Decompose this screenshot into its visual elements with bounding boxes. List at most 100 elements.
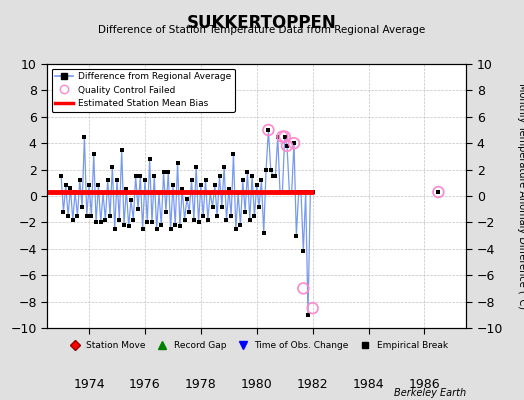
Point (178, 186, 187, 192)
Point (259, 230, 268, 236)
Point (199, 212, 208, 219)
Point (169, 182, 177, 189)
Point (278, 189, 287, 195)
Point (306, 189, 314, 195)
Point (434, 189, 443, 195)
Point (299, 248, 308, 255)
Point (283, 143, 291, 149)
Point (309, 189, 317, 195)
Point (225, 186, 233, 192)
Point (80, 133, 89, 140)
Point (64, 212, 72, 219)
Text: SUKKERTOPPEN: SUKKERTOPPEN (187, 14, 337, 32)
Point (134, 206, 142, 212)
Point (83, 212, 91, 219)
Point (75, 177, 84, 183)
Text: 1976: 1976 (129, 378, 161, 391)
Point (283, 143, 291, 149)
Point (248, 173, 256, 179)
Point (290, 140, 298, 146)
Point (304, 312, 312, 318)
Point (227, 212, 235, 219)
Point (132, 173, 140, 179)
Point (117, 146, 126, 153)
Point (92, 219, 100, 226)
Point (285, 189, 293, 195)
Point (196, 182, 205, 189)
Point (62, 182, 70, 189)
Text: Difference of Station Temperature Data from Regional Average: Difference of Station Temperature Data f… (99, 25, 425, 35)
Point (85, 182, 93, 189)
Point (101, 216, 110, 223)
Point (434, 189, 443, 195)
Point (269, 173, 277, 179)
Point (136, 173, 145, 179)
Point (188, 177, 196, 183)
Point (96, 219, 105, 226)
Point (152, 226, 161, 232)
Point (215, 173, 224, 179)
Point (108, 164, 116, 170)
Point (276, 189, 284, 195)
Point (69, 216, 77, 223)
Point (104, 177, 112, 183)
Text: 1980: 1980 (241, 378, 272, 391)
Point (253, 182, 261, 189)
Point (280, 133, 289, 140)
Point (113, 177, 121, 183)
Text: 1978: 1978 (185, 378, 217, 391)
Point (185, 209, 193, 215)
Point (230, 150, 238, 157)
Point (138, 226, 147, 232)
Point (201, 177, 210, 183)
Point (157, 222, 166, 228)
Point (99, 190, 107, 196)
Point (194, 219, 203, 226)
Point (274, 133, 282, 140)
Point (243, 169, 252, 176)
Point (173, 160, 182, 166)
Point (192, 164, 200, 170)
Point (190, 216, 198, 223)
Point (234, 190, 242, 196)
Point (264, 127, 272, 133)
Point (288, 189, 296, 195)
Text: 1986: 1986 (409, 378, 440, 391)
Point (299, 285, 308, 292)
Point (241, 209, 249, 215)
Point (127, 197, 135, 203)
Point (125, 223, 133, 230)
Text: 1982: 1982 (297, 378, 329, 391)
Point (148, 219, 156, 226)
Point (220, 164, 228, 170)
Point (217, 203, 226, 210)
Point (278, 133, 287, 140)
Point (206, 190, 214, 196)
Point (159, 169, 168, 176)
Text: Berkeley Earth: Berkeley Earth (394, 388, 466, 398)
Point (90, 150, 98, 157)
Point (271, 173, 280, 179)
Point (294, 189, 303, 195)
Point (111, 226, 119, 232)
Point (71, 189, 79, 195)
Point (167, 226, 175, 232)
Point (162, 209, 170, 215)
Point (78, 203, 86, 210)
Point (267, 166, 275, 173)
Point (246, 216, 254, 223)
Point (115, 216, 124, 223)
Point (57, 173, 66, 179)
Point (106, 212, 114, 219)
Point (183, 196, 191, 202)
Text: 1974: 1974 (73, 378, 105, 391)
Point (204, 216, 212, 223)
Point (122, 186, 130, 192)
Point (176, 223, 184, 230)
Point (171, 222, 179, 228)
Point (238, 177, 247, 183)
Point (59, 209, 68, 215)
Point (297, 189, 305, 195)
Point (262, 166, 270, 173)
Point (232, 226, 240, 232)
